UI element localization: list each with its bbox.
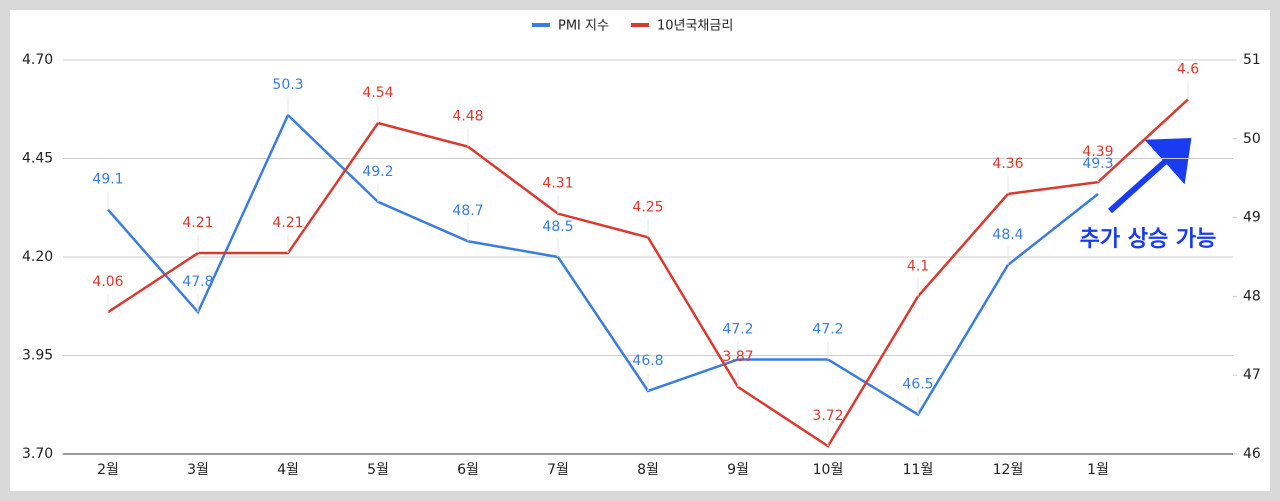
- data-label: 4.36: [992, 156, 1023, 172]
- x-tick-label: 9월: [727, 462, 749, 478]
- data-label: 50.3: [272, 77, 303, 93]
- data-label: 4.48: [452, 109, 483, 125]
- x-tick-label: 1월: [1087, 462, 1109, 478]
- legend-label: 10년국채금리: [657, 19, 733, 34]
- y-tick-label: 4.20: [22, 249, 53, 265]
- data-label: 49.3: [1082, 156, 1113, 172]
- x-tick-label: 3월: [187, 462, 209, 478]
- y2-tick-label: 51: [1243, 52, 1261, 68]
- data-label: 4.31: [542, 176, 573, 192]
- x-tick-label: 2월: [97, 462, 119, 478]
- x-tick-label: 7월: [547, 462, 569, 478]
- data-label: 4.06: [92, 274, 123, 290]
- y2-tick-label: 48: [1243, 288, 1261, 304]
- x-tick-label: 10월: [813, 462, 844, 478]
- y2-tick-label: 47: [1243, 367, 1261, 383]
- annotation-arrow: [1107, 137, 1192, 214]
- data-label: 3.72: [812, 408, 843, 424]
- data-label: 46.8: [632, 353, 663, 369]
- legend-label: PMI 지수: [558, 19, 609, 34]
- data-label: 48.7: [452, 203, 483, 219]
- y-tick-label: 3.70: [22, 446, 53, 462]
- y-tick-label: 4.70: [22, 52, 53, 68]
- data-label: 4.21: [272, 215, 303, 231]
- x-tick-label: 11월: [903, 462, 934, 478]
- x-tick-label: 6월: [457, 462, 479, 478]
- data-label: 3.87: [722, 349, 753, 365]
- y2-tick-label: 46: [1243, 446, 1261, 462]
- data-label: 48.5: [542, 219, 573, 235]
- data-label: 4.54: [362, 85, 393, 101]
- x-tick-label: 4월: [277, 462, 299, 478]
- data-label: 46.5: [902, 377, 933, 393]
- data-label: 49.1: [92, 172, 123, 188]
- y2-tick-label: 50: [1243, 131, 1261, 147]
- data-label: 4.25: [632, 199, 663, 215]
- data-label: 4.21: [182, 215, 213, 231]
- data-label: 4.39: [1082, 144, 1113, 160]
- data-label: 4.6: [1177, 61, 1199, 77]
- x-tick-label: 12월: [993, 462, 1024, 478]
- chart-background: [10, 10, 1270, 491]
- annotation: 추가 상승 가능: [1080, 227, 1217, 252]
- data-label: 48.4: [992, 227, 1023, 243]
- y2-tick-label: 49: [1243, 210, 1261, 226]
- y-tick-label: 3.95: [22, 348, 53, 364]
- data-label: 47.8: [182, 274, 213, 290]
- series-line: [107, 113, 1099, 417]
- data-label: 47.2: [722, 321, 753, 337]
- x-tick-label: 8월: [637, 462, 659, 478]
- data-label: 47.2: [812, 321, 843, 337]
- data-label: 49.2: [362, 164, 393, 180]
- y-tick-label: 4.45: [22, 151, 53, 167]
- x-tick-label: 5월: [367, 462, 389, 478]
- data-label: 4.1: [907, 258, 929, 274]
